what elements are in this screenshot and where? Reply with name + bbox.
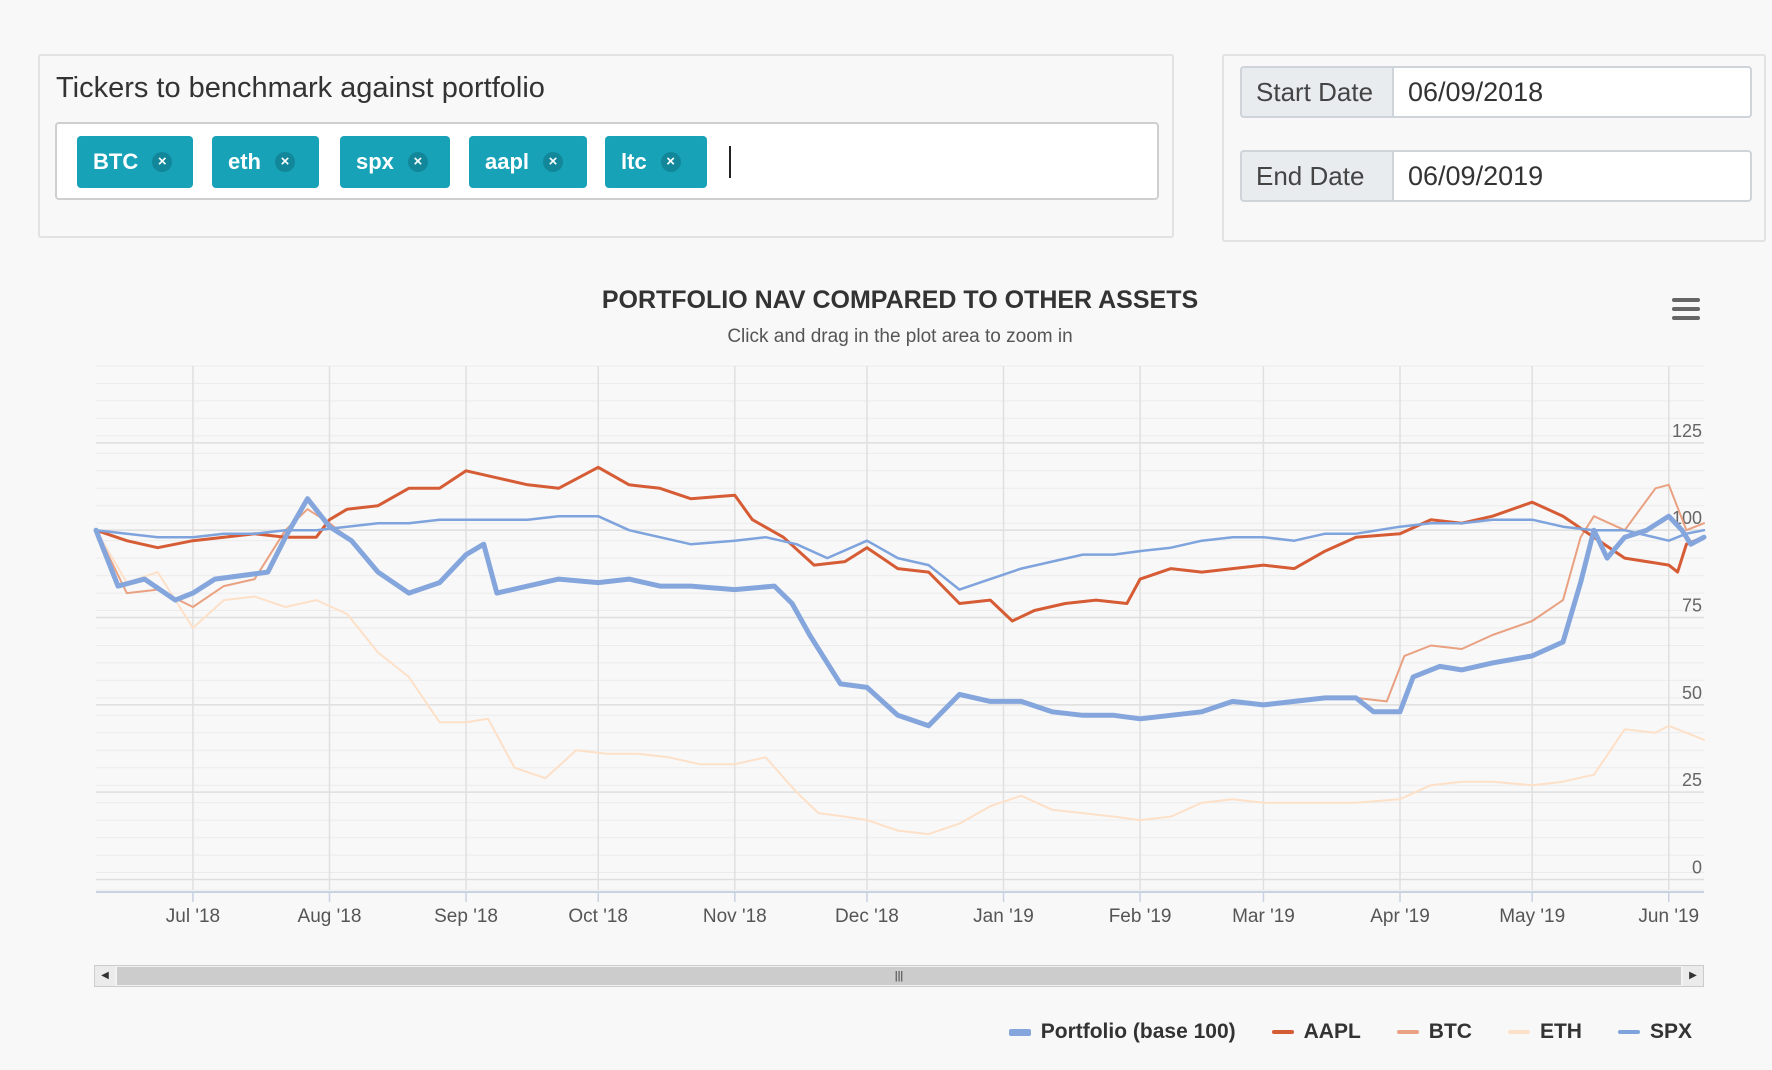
y-tick-label: 0 [1692, 858, 1702, 878]
menu-bar [1672, 298, 1700, 302]
x-tick-label: May '19 [1499, 906, 1565, 927]
remove-tag-icon[interactable]: × [275, 152, 295, 172]
ticker-tag-label: BTC [93, 149, 139, 174]
x-tick-label: Jun '19 [1638, 906, 1699, 927]
legend-swatch [1008, 1028, 1031, 1036]
x-tick-label: Aug '18 [298, 906, 362, 927]
menu-bar [1672, 316, 1700, 320]
legend-label: AAPL [1303, 1020, 1361, 1043]
remove-tag-icon[interactable]: × [543, 152, 564, 172]
legend-item[interactable]: BTC [1396, 1020, 1472, 1044]
end-date-group: End Date 06/09/2019 [1240, 150, 1752, 202]
y-tick-label: 25 [1682, 770, 1702, 790]
y-tick-label: 50 [1682, 683, 1702, 703]
hamburger-menu-icon[interactable] [1672, 298, 1700, 320]
ticker-tag-label: spx [356, 149, 394, 174]
ticker-tag-ltc: ltc × [605, 136, 707, 188]
legend-item[interactable]: SPX [1617, 1020, 1692, 1044]
x-tick-label: Nov '18 [703, 906, 767, 927]
end-date-label: End Date [1240, 150, 1392, 202]
ticker-tag-label: ltc [621, 149, 647, 174]
chart-legend: Portfolio (base 100) AAPL BTC ETH SPX [1008, 1020, 1692, 1044]
ticker-tag-spx: spx × [340, 136, 450, 188]
x-tick-label: Feb '19 [1109, 906, 1172, 927]
tickers-tag-input[interactable]: BTC × eth × spx × aapl × ltc × [55, 122, 1159, 200]
x-tick-label: Mar '19 [1232, 906, 1295, 927]
navigator-scrollbar[interactable]: ◀ ||| ▶ [94, 965, 1704, 987]
chart-subtitle: Click and drag in the plot area to zoom … [727, 326, 1073, 347]
legend-swatch [1617, 1030, 1640, 1034]
legend-label: BTC [1428, 1020, 1472, 1043]
end-date-input[interactable]: 06/09/2019 [1392, 150, 1752, 202]
remove-tag-icon[interactable]: × [407, 152, 428, 172]
legend-item[interactable]: Portfolio (base 100) [1008, 1020, 1236, 1044]
x-tick-label: Dec '18 [835, 906, 899, 927]
x-tick-label: Oct '18 [568, 906, 628, 927]
scroll-left-icon[interactable]: ◀ [95, 966, 115, 986]
tickers-label: Tickers to benchmark against portfolio [56, 72, 545, 104]
remove-tag-icon[interactable]: × [660, 152, 681, 172]
x-tick-label: Sep '18 [434, 906, 498, 927]
dates-panel: Start Date 06/09/2018 End Date 06/09/201… [1222, 54, 1766, 242]
series-line-portfolio-base-100 [93, 496, 1707, 729]
tickers-panel: Tickers to benchmark against portfolio B… [38, 54, 1174, 238]
legend-item[interactable]: AAPL [1271, 1020, 1361, 1044]
remove-tag-icon[interactable]: × [152, 152, 173, 172]
scrollbar-thumb[interactable]: ||| [117, 967, 1681, 985]
x-tick-label: Jul '18 [166, 906, 220, 927]
ticker-tag-aapl: aapl × [469, 136, 587, 188]
scroll-right-icon[interactable]: ▶ [1683, 966, 1703, 986]
start-date-label: Start Date [1240, 66, 1392, 118]
series-line-eth [95, 529, 1705, 836]
ticker-tag-label: aapl [485, 149, 530, 174]
menu-bar [1672, 307, 1700, 311]
text-caret [729, 146, 731, 178]
legend-label: Portfolio (base 100) [1040, 1020, 1236, 1043]
legend-label: ETH [1539, 1020, 1582, 1043]
legend-item[interactable]: ETH [1507, 1020, 1582, 1044]
ticker-tag-label: eth [228, 149, 261, 174]
legend-swatch [1507, 1030, 1530, 1034]
legend-label: SPX [1649, 1020, 1692, 1043]
start-date-input[interactable]: 06/09/2018 [1392, 66, 1752, 118]
start-date-group: Start Date 06/09/2018 [1240, 66, 1752, 118]
grip-icon: ||| [894, 970, 904, 982]
legend-swatch [1271, 1030, 1294, 1034]
x-tick-label: Jan '19 [973, 906, 1034, 927]
chart-title: PORTFOLIO NAV COMPARED TO OTHER ASSETS [601, 286, 1199, 314]
x-tick-label: Apr '19 [1370, 906, 1430, 927]
ticker-tag-eth: eth × [212, 136, 319, 188]
series-line-spx [94, 514, 1706, 591]
ticker-tag-btc: BTC × [77, 136, 193, 188]
y-tick-label: 125 [1672, 421, 1702, 441]
y-tick-label: 75 [1682, 596, 1702, 616]
legend-swatch [1396, 1030, 1419, 1034]
